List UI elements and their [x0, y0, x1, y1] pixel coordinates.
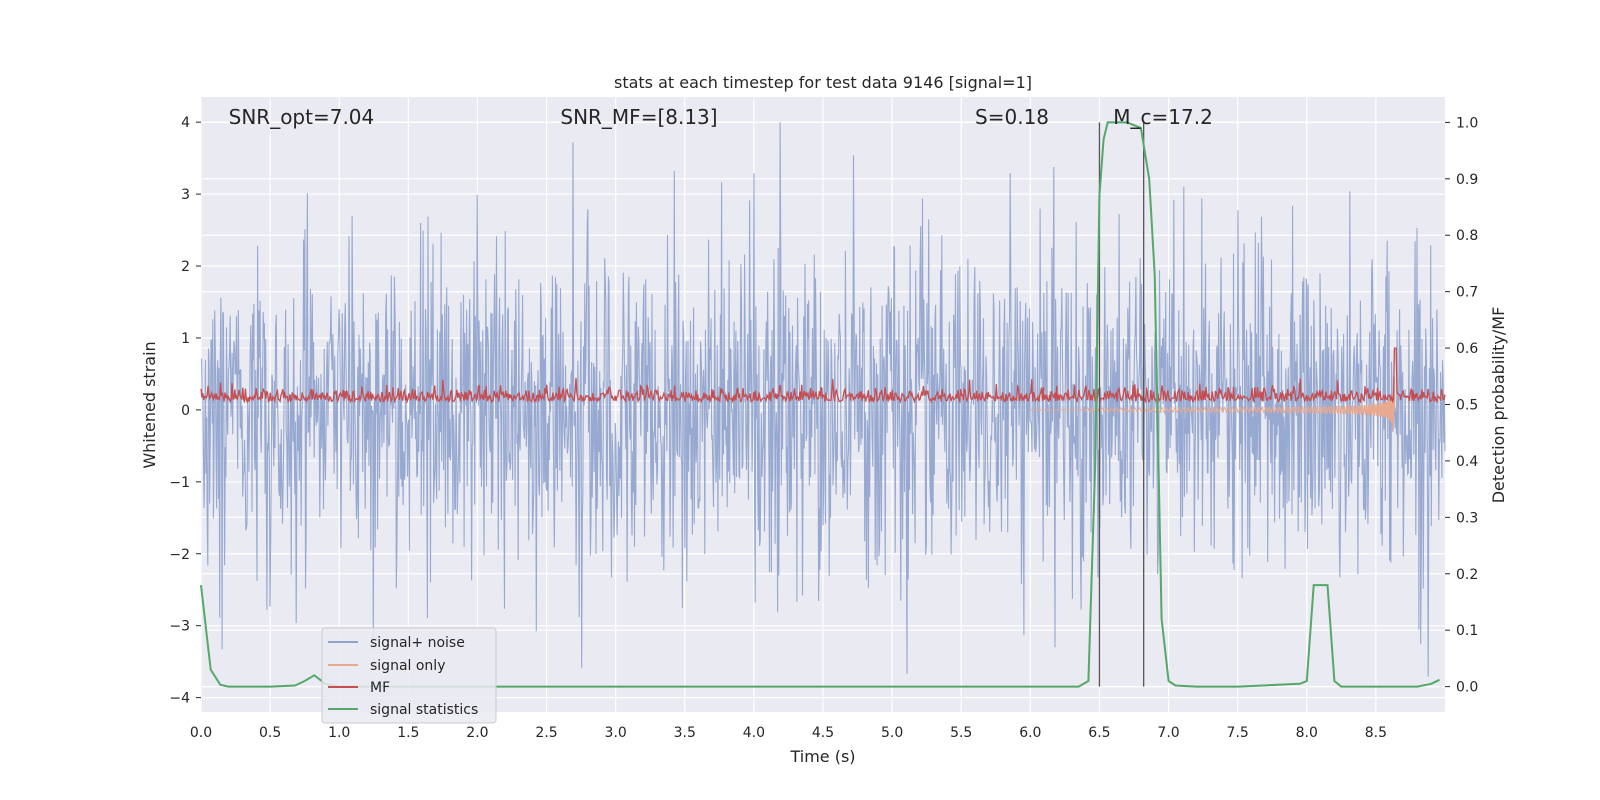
x-tick-6: 3.0	[605, 725, 627, 741]
x-tick-10: 5.0	[881, 725, 903, 741]
annotation-mc: M_c=17.2	[1113, 105, 1213, 129]
y-right-tick-3: 0.7	[1456, 285, 1478, 301]
series-signal-only	[1030, 376, 1397, 431]
y-right-tick-4: 0.6	[1456, 341, 1478, 357]
y-right-tick-labels: 1.0 0.9 0.8 0.7 0.6 0.5 0.4 0.3 0.2 0.1 0.0	[1445, 115, 1478, 696]
legend-box	[321, 627, 497, 724]
x-tick-17: 8.5	[1365, 725, 1387, 741]
x-tick-3: 1.5	[397, 725, 419, 741]
y-right-tick-0: 1.0	[1456, 115, 1478, 131]
y-right-axis-label: Detection probability/MF	[1489, 307, 1508, 504]
x-tick-2: 1.0	[328, 725, 350, 741]
x-tick-16: 8.0	[1296, 725, 1318, 741]
legend-label-mf: MF	[370, 680, 390, 696]
legend-label-signal: signal only	[370, 658, 445, 674]
line-signal-only	[1030, 376, 1397, 431]
y-left-tick-4: 0	[181, 403, 190, 419]
x-tick-4: 2.0	[466, 725, 488, 741]
annotations: SNR_opt=7.04 SNR_MF=[8.13] S=0.18 M_c=17.2	[229, 105, 1213, 129]
series-signal-statistics	[200, 121, 1440, 688]
x-tick-13: 6.5	[1088, 725, 1110, 741]
x-tick-14: 7.0	[1157, 725, 1179, 741]
legend-label-noise: signal+ noise	[370, 635, 465, 651]
x-tick-15: 7.5	[1227, 725, 1249, 741]
y-left-tick-labels: 4 3 2 1 0 −1 −2 −3 −4	[169, 115, 201, 707]
y-left-tick-0: 4	[181, 115, 190, 131]
x-tick-1: 0.5	[259, 725, 281, 741]
y-left-tick-5: −1	[169, 475, 190, 491]
y-right-tick-9: 0.1	[1456, 623, 1478, 639]
line-signal-statistics	[200, 121, 1440, 688]
legend-label-stats: signal statistics	[370, 702, 478, 718]
x-tick-labels: 0.0 0.5 1.0 1.5 2.0 2.5 3.0 3.5 4.0 4.5 5.0 5.5 6.0 6…	[190, 725, 1387, 741]
y-right-tick-1: 0.9	[1456, 172, 1478, 188]
y-left-tick-7: −3	[169, 619, 190, 635]
x-tick-5: 2.5	[535, 725, 557, 741]
y-right-tick-7: 0.3	[1456, 510, 1478, 526]
annotation-snr-mf: SNR_MF=[8.13]	[560, 105, 717, 129]
x-tick-8: 4.0	[743, 725, 765, 741]
series-mf	[200, 347, 1446, 405]
x-tick-12: 6.0	[1019, 725, 1041, 741]
x-tick-0: 0.0	[190, 725, 212, 741]
x-axis-label: Time (s)	[789, 747, 855, 766]
line-signal-plus-noise	[200, 122, 1446, 677]
y-left-tick-1: 3	[181, 187, 190, 203]
chart-title: stats at each timestep for test data 914…	[614, 73, 1032, 92]
y-right-tick-5: 0.5	[1456, 398, 1478, 414]
x-tick-11: 5.5	[950, 725, 972, 741]
legend: signal+ noise signal only MF signal stat…	[321, 627, 497, 724]
annotation-snr-opt: SNR_opt=7.04	[229, 105, 375, 129]
y-right-tick-10: 0.0	[1456, 680, 1478, 696]
line-mf	[200, 347, 1446, 405]
y-right-tick-2: 0.8	[1456, 228, 1478, 244]
y-left-tick-6: −2	[169, 547, 190, 563]
y-left-tick-8: −4	[169, 691, 190, 707]
y-right-tick-8: 0.2	[1456, 567, 1478, 583]
y-left-tick-2: 2	[181, 259, 190, 275]
x-tick-9: 4.5	[812, 725, 834, 741]
y-left-axis-label: Whitened strain	[140, 341, 159, 468]
x-tick-7: 3.5	[674, 725, 696, 741]
series-signal-plus-noise	[200, 122, 1446, 677]
annotation-s-stat: S=0.18	[975, 105, 1049, 129]
y-right-tick-6: 0.4	[1456, 454, 1478, 470]
y-left-tick-3: 1	[181, 331, 190, 347]
